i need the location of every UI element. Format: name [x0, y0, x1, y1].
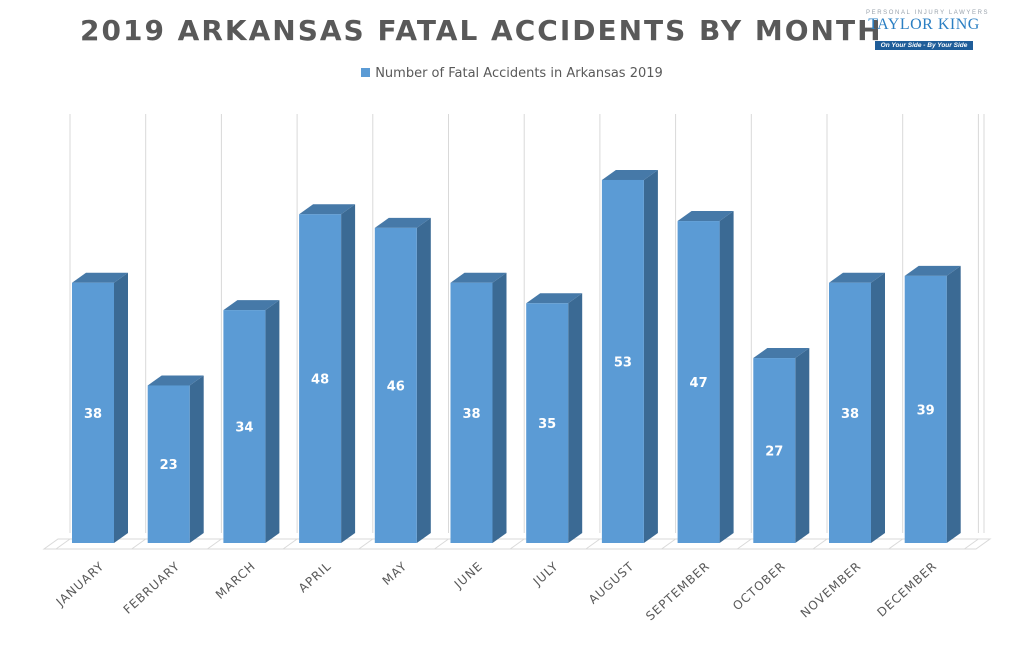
bar-side-october — [795, 348, 810, 543]
bar-side-september — [719, 211, 734, 544]
bar-side-july — [568, 293, 583, 543]
floor-tick — [358, 538, 374, 550]
floor-tick — [131, 538, 146, 550]
data-label-february: 23 — [160, 458, 178, 473]
data-label-april: 48 — [311, 373, 329, 388]
x-tick-label-november: NOVEMBER — [798, 559, 864, 621]
data-label-march: 34 — [235, 421, 253, 436]
legend-swatch — [361, 68, 371, 77]
bar-side-april — [341, 204, 356, 543]
bar-top-january — [72, 272, 128, 283]
bar-january — [72, 282, 114, 543]
data-label-january: 38 — [84, 407, 102, 422]
bar-june — [450, 282, 493, 543]
taylor-king-logo: PERSONAL INJURY LAWYERS TAYLOR KING On Y… — [866, 10, 990, 60]
x-tick-label-march: MARCH — [213, 559, 259, 602]
bar-march — [223, 310, 266, 543]
bar-top-april — [299, 204, 356, 215]
bar-top-september — [677, 211, 734, 222]
bar-top-february — [147, 375, 204, 386]
x-tick-label-august: AUGUST — [586, 559, 637, 607]
bar-august — [601, 179, 644, 543]
floor-tick — [282, 538, 298, 550]
floor-tick — [888, 538, 903, 550]
bar-top-august — [601, 169, 658, 180]
bar-side-november — [871, 272, 885, 543]
bar-november — [829, 282, 871, 543]
chart-title: 2019 ARKANSAS FATAL ACCIDENTS BY MONTH — [80, 14, 883, 47]
bar-september — [677, 221, 720, 544]
bar-december — [904, 275, 947, 543]
bar-top-october — [753, 348, 810, 359]
bar-side-august — [643, 169, 658, 543]
floor-tick — [509, 538, 525, 550]
x-tick-label-december: DECEMBER — [874, 559, 939, 620]
bar-top-march — [223, 300, 280, 311]
logo-name: TAYLOR KING — [868, 16, 980, 33]
bar-side-december — [946, 265, 961, 543]
data-label-june: 38 — [462, 407, 480, 422]
bar-top-june — [450, 272, 507, 283]
bar-may — [374, 227, 417, 543]
floor-tick — [661, 538, 676, 550]
chart-floor — [42, 538, 992, 550]
data-label-august: 53 — [614, 355, 632, 370]
x-tick-label-september: SEPTEMBER — [643, 559, 712, 624]
data-label-november: 38 — [841, 407, 859, 422]
bar-side-february — [189, 375, 204, 543]
bar-side-may — [416, 217, 431, 543]
floor-tick — [812, 538, 828, 550]
x-tick-label-october: OCTOBER — [730, 559, 788, 613]
bar-april — [299, 214, 342, 543]
x-tick-label-june: JUNE — [451, 559, 486, 592]
bar-top-december — [904, 265, 961, 276]
data-label-october: 27 — [765, 445, 783, 460]
logo-slogan: On Your Side - By Your Side — [874, 41, 974, 50]
data-label-july: 35 — [538, 417, 556, 432]
data-label-september: 47 — [690, 376, 708, 391]
x-tick-label-july: JULY — [530, 559, 561, 589]
data-label-december: 39 — [917, 403, 935, 418]
floor-tick — [585, 538, 601, 550]
bar-july — [526, 303, 569, 543]
legend-label: Number of Fatal Accidents in Arkansas 20… — [375, 66, 663, 81]
bar-october — [753, 358, 796, 543]
logo-tagline: PERSONAL INJURY LAWYERS — [866, 10, 990, 16]
bar-top-may — [374, 217, 431, 228]
bar-top-november — [829, 272, 885, 283]
x-tick-label-february: FEBRUARY — [121, 559, 183, 617]
bar-side-january — [114, 272, 128, 543]
chart-legend: Number of Fatal Accidents in Arkansas 20… — [0, 66, 1024, 81]
bar-top-july — [526, 293, 583, 304]
bar-side-june — [492, 272, 507, 543]
x-tick-label-may: MAY — [380, 559, 410, 588]
data-label-may: 46 — [387, 379, 405, 394]
bar-side-march — [265, 300, 280, 543]
x-tick-label-april: APRIL — [296, 559, 334, 596]
x-tick-label-january: JANUARY — [53, 559, 107, 610]
floor-tick — [737, 538, 752, 550]
floor-tick — [55, 538, 71, 550]
floor-tick — [434, 538, 449, 550]
floor-tick — [964, 538, 979, 550]
floor-tick — [207, 538, 222, 550]
bar-february — [147, 385, 190, 543]
